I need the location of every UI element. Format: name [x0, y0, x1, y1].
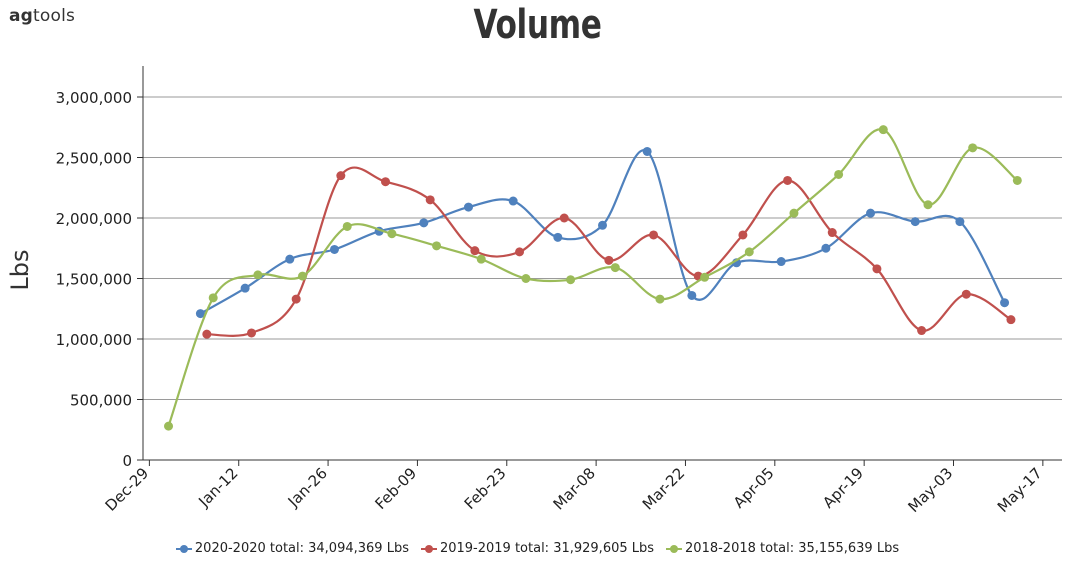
- data-point: [1012, 175, 1022, 185]
- data-point: [164, 421, 174, 431]
- data-point: [821, 243, 831, 253]
- y-tick-label: 1,500,000: [56, 271, 132, 289]
- data-point: [910, 217, 920, 227]
- data-point: [476, 254, 486, 264]
- data-point: [598, 220, 607, 230]
- legend-swatch-icon: [420, 544, 437, 554]
- data-point: [961, 289, 971, 299]
- y-axis-label: Lbs: [6, 249, 34, 290]
- data-point: [508, 196, 518, 206]
- data-point: [425, 195, 435, 205]
- legend-item[interactable]: 2018-2018 total: 35,155,639 Lbs: [666, 541, 899, 556]
- legend-item[interactable]: 2019-2019 total: 31,929,605 Lbs: [420, 541, 655, 556]
- y-tick-label: 2,500,000: [56, 150, 132, 168]
- x-tick-label: May-03: [905, 464, 957, 516]
- data-point: [208, 293, 218, 303]
- data-point: [1006, 315, 1016, 325]
- data-point: [783, 175, 793, 185]
- brand-logo-prefix: ag: [9, 6, 34, 26]
- data-point: [342, 221, 352, 231]
- y-tick-label: 0: [122, 452, 132, 470]
- legend-label: 2019-2019 total: 31,929,605 Lbs: [439, 541, 655, 556]
- data-point: [776, 257, 786, 267]
- data-point: [642, 146, 652, 156]
- chart-title: Volume: [473, 2, 602, 48]
- brand-logo-suffix: tools: [33, 6, 76, 26]
- data-point: [336, 171, 346, 181]
- data-point: [329, 244, 339, 254]
- data-point: [923, 200, 933, 210]
- data-point: [515, 247, 525, 257]
- x-axis-ticks: Dec-29 Jan-12 Jan-26 Feb-09 Feb-23 Mar-08 Mar-…: [102, 460, 1046, 516]
- y-tick-label: 500,000: [70, 392, 132, 410]
- grid-lines: [143, 96, 1062, 400]
- data-point: [738, 230, 748, 240]
- data-point: [298, 271, 308, 281]
- data-point: [604, 255, 614, 265]
- series-3: [164, 125, 1022, 431]
- series-line: [167, 128, 1019, 427]
- data-point: [1000, 298, 1010, 308]
- data-point: [700, 272, 710, 282]
- data-point: [521, 274, 531, 283]
- data-point: [553, 232, 563, 242]
- data-point: [789, 208, 799, 218]
- data-point: [744, 247, 754, 257]
- data-point: [866, 208, 876, 218]
- data-point: [381, 177, 391, 187]
- y-tick-label: 1,000,000: [56, 331, 132, 349]
- data-point: [253, 270, 263, 280]
- legend-item[interactable]: 2020-2020 total: 34,094,369 Lbs: [175, 541, 409, 556]
- data-point: [387, 229, 397, 239]
- data-point: [246, 328, 256, 338]
- data-point: [687, 290, 697, 300]
- x-tick-label: Jan-26: [284, 464, 331, 511]
- x-tick-label: Apr-19: [819, 464, 867, 512]
- data-point: [872, 264, 882, 274]
- data-point: [878, 125, 888, 135]
- data-point: [291, 294, 301, 304]
- x-tick-label: Jan-12: [194, 464, 241, 511]
- data-point: [566, 275, 576, 285]
- x-tick-label: Mar-22: [639, 464, 688, 513]
- data-point: [470, 246, 480, 256]
- data-point: [202, 329, 212, 339]
- data-point: [955, 217, 965, 227]
- series-group: [164, 125, 1022, 431]
- legend: 2020-2020 total: 34,094,369 Lbs 2019-2019…: [0, 541, 1075, 556]
- x-tick-label: Feb-09: [371, 464, 420, 513]
- data-point: [655, 294, 665, 304]
- data-point: [834, 169, 844, 179]
- data-point: [610, 263, 620, 273]
- brand-logo: agtools: [9, 6, 75, 26]
- x-tick-label: Feb-23: [461, 464, 510, 513]
- data-point: [559, 213, 569, 223]
- data-point: [463, 202, 473, 212]
- data-point: [649, 230, 659, 240]
- y-tick-label: 3,000,000: [56, 89, 132, 107]
- legend-label: 2020-2020 total: 34,094,369 Lbs: [194, 541, 409, 556]
- data-point: [432, 241, 442, 251]
- y-tick-label: 2,000,000: [56, 210, 132, 228]
- data-point: [285, 254, 295, 264]
- legend-swatch-icon: [175, 544, 192, 554]
- data-point: [917, 326, 927, 336]
- data-point: [195, 309, 205, 319]
- x-tick-label: May-17: [994, 464, 1046, 516]
- axes: [142, 66, 1062, 461]
- y-axis-ticks: 0 500,000 1,000,000 1,500,000 2,000,000 2,500…: [56, 89, 143, 470]
- legend-label: 2018-2018 total: 35,155,639 Lbs: [685, 541, 900, 556]
- data-point: [240, 283, 250, 293]
- data-point: [968, 143, 978, 153]
- data-point: [827, 228, 837, 238]
- series-1: [195, 146, 1010, 319]
- data-point: [419, 218, 429, 228]
- x-tick-label: Apr-05: [730, 464, 778, 512]
- series-line: [199, 149, 1006, 315]
- legend-swatch-icon: [666, 544, 683, 554]
- x-tick-label: Mar-08: [550, 464, 599, 513]
- series-2: [202, 166, 1016, 339]
- x-tick-label: Dec-29: [102, 464, 153, 515]
